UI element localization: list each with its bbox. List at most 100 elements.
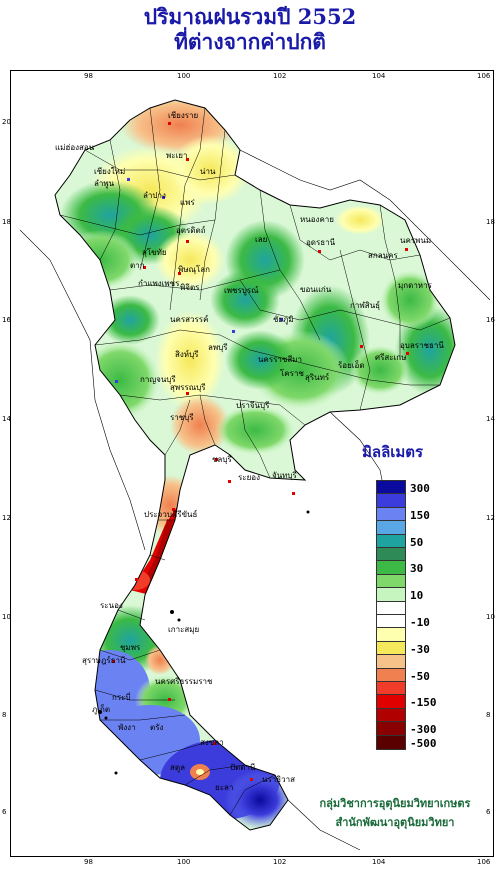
credit-line-2: สำนักพัฒนาอุตุนิยมวิทยา [335, 816, 455, 829]
lon-tick-top: 100 [177, 72, 191, 80]
lon-tick-top: 102 [273, 72, 287, 80]
credit-line-1: กลุ่มวิชาการอุตุนิยมวิทยาเกษตร [319, 797, 471, 810]
lon-tick-bottom: 106 [477, 858, 491, 866]
province-label: ปัตตานี [230, 763, 256, 772]
province-label: สิงห์บุรี [175, 349, 199, 359]
province-label: กำแพงเพชร [138, 279, 180, 288]
credit: กลุ่มวิชาการอุตุนิยมวิทยาเกษตร สำนักพัฒน… [300, 794, 490, 832]
province-label: กาฬสินธุ์ [350, 300, 380, 310]
country-outline [54, 99, 456, 831]
map-title: ปริมาณฝนรวมปี 2552 ที่ต่างจากค่าปกติ [0, 4, 500, 54]
province-label: อุดรธานี [306, 238, 336, 247]
province-label: สตูล [170, 763, 185, 773]
province-label: มุกดาหาร [398, 281, 433, 290]
province-label: สุรินทร์ [305, 372, 330, 382]
province-label: ชัยภูมิ [273, 315, 294, 325]
province-boundaries [59, 107, 451, 816]
legend-label: 50 [410, 535, 424, 549]
province-label: ลำปาง [143, 191, 166, 200]
lon-tick-top: 104 [372, 72, 386, 80]
province-label: นครสวรรค์ [170, 314, 208, 324]
legend-label: -150 [410, 696, 437, 710]
province-label: สกลนคร [368, 251, 398, 260]
province-label: หนองคาย [300, 215, 334, 224]
lat-tick-left: 12 [2, 514, 11, 522]
province-label: พิษณุโลก [178, 264, 210, 274]
province-label: ตาก [130, 261, 145, 270]
province-label: เชียงใหม่ [94, 167, 125, 176]
province-label: ตรัง [150, 723, 163, 732]
province-label: นครพนม [400, 236, 431, 245]
legend-label: -300 [410, 723, 437, 737]
province-label: สุพรรณบุรี [170, 383, 206, 392]
legend-label: -50 [410, 669, 430, 683]
province-label: ประจวบคีรีขันธ์ [144, 509, 198, 519]
lat-tick-right: 10 [486, 613, 495, 621]
province-label: พังงา [118, 723, 136, 732]
province-label: สุโขทัย [142, 247, 167, 257]
legend-label: 300 [410, 482, 430, 495]
legend-swatch [376, 734, 406, 750]
lat-tick-left: 20 [2, 118, 11, 126]
lat-tick-left: 8 [2, 711, 7, 719]
lon-tick-bottom: 100 [177, 858, 191, 866]
lat-tick-left: 10 [2, 613, 11, 621]
legend-label: 150 [410, 508, 430, 522]
province-label: สงขลา [200, 738, 224, 747]
province-label: ชุมพร [120, 643, 141, 652]
province-label: นครราชสีมา [258, 355, 302, 364]
province-label: ขอนแก่น [300, 285, 332, 294]
lat-tick-left: 18 [2, 218, 11, 226]
province-label: เชียงราย [168, 111, 198, 120]
province-label: ยะลา [215, 783, 233, 792]
lat-tick-left: 14 [2, 415, 11, 423]
province-label: ศรีสะเกษ [375, 353, 406, 362]
province-label: แพร่ [180, 198, 195, 207]
province-label: ลำพูน [94, 179, 115, 189]
province-labels: เชียงราย แม่ฮ่องสอน เชียงใหม่ ลำพูน พะเย… [55, 111, 444, 792]
province-label: กาญจนบุรี [140, 375, 176, 384]
lon-tick-top: 106 [477, 72, 491, 80]
province-label: จันทบุรี [272, 471, 298, 480]
province-label: น่าน [200, 167, 216, 176]
islands [98, 510, 310, 775]
lat-tick-right: 14 [486, 415, 495, 423]
province-label: พะเยา [166, 151, 187, 160]
lat-tick-right: 16 [486, 316, 495, 324]
province-label: แม่ฮ่องสอน [55, 143, 95, 152]
province-label: สุราษฎร์ธานี [82, 655, 126, 665]
lat-tick-left: 16 [2, 316, 11, 324]
province-label: อุบลราชธานี [400, 341, 444, 350]
lat-tick-left: 6 [2, 808, 7, 816]
province-label: นราธิวาส [262, 775, 295, 784]
province-label: ภูเก็ต [92, 704, 110, 715]
province-label: โคราช [280, 368, 304, 378]
title-line-1: ปริมาณฝนรวมปี 2552 [143, 4, 357, 29]
province-label: ระยอง [238, 473, 260, 482]
legend-label: 10 [410, 589, 424, 603]
province-label: ระนอง [100, 601, 123, 610]
lat-tick-right: 18 [486, 218, 495, 226]
province-label: เพชรบูรณ์ [224, 285, 259, 296]
province-label: นครศรีธรรมราช [155, 677, 213, 686]
lat-tick-right: 12 [486, 514, 495, 522]
province-label: กระบี่ [112, 691, 131, 702]
province-label: ลพบุรี [208, 343, 228, 352]
province-label: ร้อยเอ็ด [338, 360, 365, 370]
province-label: เลย [255, 235, 267, 244]
lon-tick-top: 98 [84, 72, 93, 80]
station-markers [112, 122, 409, 781]
legend-label: -500 [410, 736, 437, 750]
lat-tick-right: 6 [486, 808, 491, 816]
province-label: ชลบุรี [212, 455, 232, 464]
lat-tick-right: 8 [486, 711, 491, 719]
lon-tick-bottom: 98 [84, 858, 93, 866]
province-label: พิจิตร [180, 283, 200, 292]
province-label: เกาะสมุย [168, 625, 199, 634]
province-label: ปราจีนบุรี [236, 401, 270, 410]
title-line-2: ที่ต่างจากค่าปกติ [174, 29, 326, 54]
legend-label: -30 [410, 642, 430, 656]
legend-title: มิลลิเมตร [362, 443, 424, 461]
legend-label: -10 [410, 616, 430, 629]
